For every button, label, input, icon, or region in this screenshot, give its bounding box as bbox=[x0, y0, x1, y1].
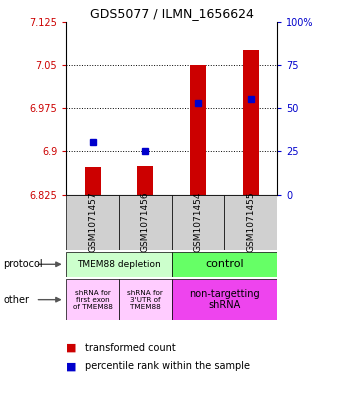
FancyBboxPatch shape bbox=[172, 195, 224, 250]
Text: ■: ■ bbox=[66, 361, 77, 371]
FancyBboxPatch shape bbox=[224, 195, 277, 250]
Text: GSM1071455: GSM1071455 bbox=[246, 192, 255, 252]
FancyBboxPatch shape bbox=[66, 252, 172, 277]
Text: control: control bbox=[205, 259, 244, 269]
Text: transformed count: transformed count bbox=[85, 343, 176, 353]
Bar bbox=[190, 65, 206, 195]
Text: shRNA for
3'UTR of
TMEM88: shRNA for 3'UTR of TMEM88 bbox=[128, 290, 163, 310]
Text: non-targetting
shRNA: non-targetting shRNA bbox=[189, 289, 260, 310]
Text: protocol: protocol bbox=[3, 259, 43, 269]
FancyBboxPatch shape bbox=[172, 252, 277, 277]
Text: ■: ■ bbox=[66, 343, 77, 353]
FancyBboxPatch shape bbox=[66, 195, 119, 250]
Bar bbox=[85, 167, 101, 195]
Text: GSM1071454: GSM1071454 bbox=[193, 192, 203, 252]
FancyBboxPatch shape bbox=[172, 279, 277, 320]
Text: shRNA for
first exon
of TMEM88: shRNA for first exon of TMEM88 bbox=[73, 290, 113, 310]
Title: GDS5077 / ILMN_1656624: GDS5077 / ILMN_1656624 bbox=[90, 7, 254, 20]
Bar bbox=[137, 166, 153, 195]
FancyBboxPatch shape bbox=[66, 279, 119, 320]
Text: TMEM88 depletion: TMEM88 depletion bbox=[77, 260, 161, 269]
Text: other: other bbox=[3, 295, 29, 305]
Text: GSM1071457: GSM1071457 bbox=[88, 192, 97, 252]
FancyBboxPatch shape bbox=[119, 195, 172, 250]
Text: GSM1071456: GSM1071456 bbox=[141, 192, 150, 252]
Text: percentile rank within the sample: percentile rank within the sample bbox=[85, 361, 250, 371]
FancyBboxPatch shape bbox=[119, 279, 172, 320]
Bar bbox=[243, 50, 259, 195]
